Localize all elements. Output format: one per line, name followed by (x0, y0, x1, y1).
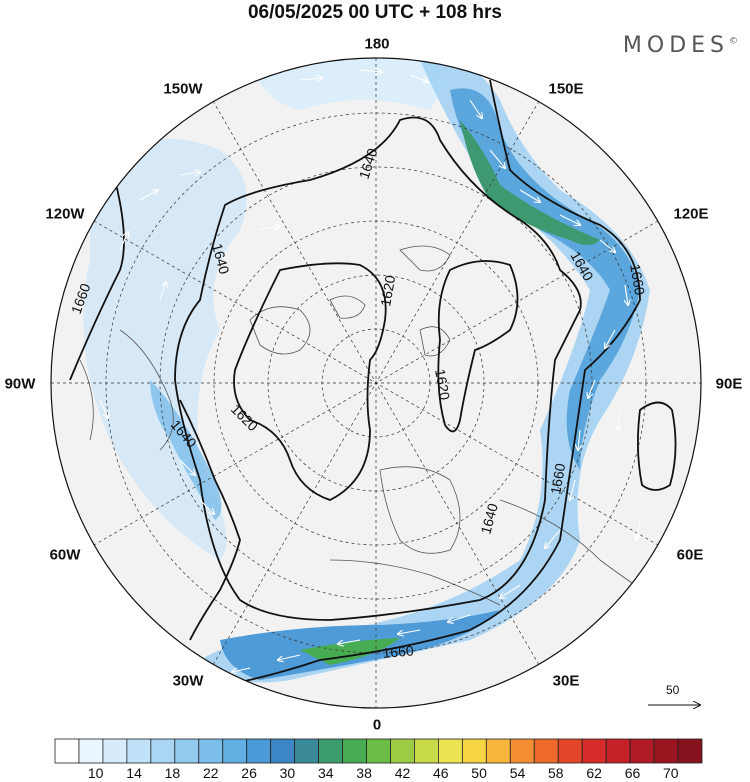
colorbar-swatch (102, 738, 128, 764)
colorbar-swatch (461, 738, 487, 764)
lon-label-30e: 30E (552, 672, 580, 690)
lon-label-60e: 60E (676, 546, 704, 564)
lon-label-150e: 150E (548, 80, 584, 98)
colorbar-tick-label: 10 (87, 765, 104, 781)
colorbar-tick-label: 42 (394, 765, 411, 781)
colorbar-tick-label: 46 (433, 765, 449, 781)
colorbar-swatch (438, 738, 463, 764)
colorbar-tick-label: 54 (509, 765, 526, 781)
colorbar-swatch (533, 738, 559, 764)
colorbar-swatch (414, 738, 439, 764)
colorbar-tick-label: 62 (586, 765, 602, 781)
brand-mark: © (729, 36, 738, 47)
colorbar-swatch (294, 738, 319, 764)
colorbar-tick-label: 18 (164, 765, 181, 781)
colorbar-swatch (605, 738, 631, 764)
lon-label-30w: 30W (172, 672, 204, 690)
colorbar-swatch (222, 738, 248, 764)
lon-label-180: 180 (364, 35, 390, 53)
contour-label: 1660 (382, 642, 415, 661)
colorbar-tick-label: 26 (241, 765, 257, 781)
colorbar-tick-label: 30 (279, 765, 296, 781)
colorbar-swatch (342, 738, 367, 764)
colorbar-swatch (629, 738, 655, 764)
contour-label: 1660 (547, 462, 568, 496)
brand-name: MODES (622, 33, 729, 58)
colorbar-swatch (54, 738, 80, 764)
colorbar-swatch (126, 738, 152, 764)
lon-label-90e: 90E (715, 375, 743, 393)
colorbar-swatch (390, 738, 415, 764)
lon-label-60w: 60W (49, 546, 81, 564)
colorbar-tick-label: 70 (663, 765, 679, 781)
map-boundary (50, 57, 702, 709)
lon-label-120w: 120W (45, 205, 85, 223)
colorbar-tick-label: 38 (356, 765, 372, 781)
colorbar-swatch (198, 738, 224, 764)
chart-title: 06/05/2025 00 UTC + 108 hrs (247, 2, 503, 23)
colorbar-swatch (174, 738, 200, 764)
colorbar-swatch (270, 738, 296, 764)
contour-label: 1640 (209, 242, 233, 276)
contour-label: 1640 (477, 501, 501, 535)
wind-vectors (99, 70, 641, 672)
colorbar-swatch (653, 738, 679, 764)
lon-label-0: 0 (372, 716, 382, 734)
colorbar-tick-label: 34 (318, 765, 334, 781)
contour-label: 1620 (432, 368, 453, 402)
geopotential-contours (69, 79, 677, 691)
colorbar-swatch (677, 738, 703, 764)
colorbar-swatch (318, 738, 343, 764)
colorbar-swatch (246, 738, 272, 764)
brand-logo: MODES© (623, 33, 738, 58)
colorbar-swatch (557, 738, 583, 764)
colorbar-tick-label: 14 (126, 765, 142, 781)
contour-label: 1660 (627, 263, 648, 297)
colorbar-swatch (509, 738, 535, 764)
colorbar-swatch (78, 738, 104, 764)
contour-label: 1620 (377, 274, 398, 308)
colorbar-tick-label: 22 (203, 765, 219, 781)
reference-vector-label: 50 (666, 683, 680, 697)
colorbar-swatch (581, 738, 607, 764)
colorbar (54, 738, 703, 764)
lon-label-90w: 90W (4, 375, 36, 393)
colorbar-swatch (485, 738, 511, 764)
lon-label-150w: 150W (163, 80, 203, 98)
colorbar-swatch (366, 738, 391, 764)
colorbar-swatch (150, 738, 176, 764)
colorbar-tick-label: 50 (471, 765, 487, 781)
colorbar-tick-label: 66 (624, 765, 641, 781)
colorbar-tick-label: 58 (548, 765, 564, 781)
lon-label-120e: 120E (673, 205, 709, 223)
